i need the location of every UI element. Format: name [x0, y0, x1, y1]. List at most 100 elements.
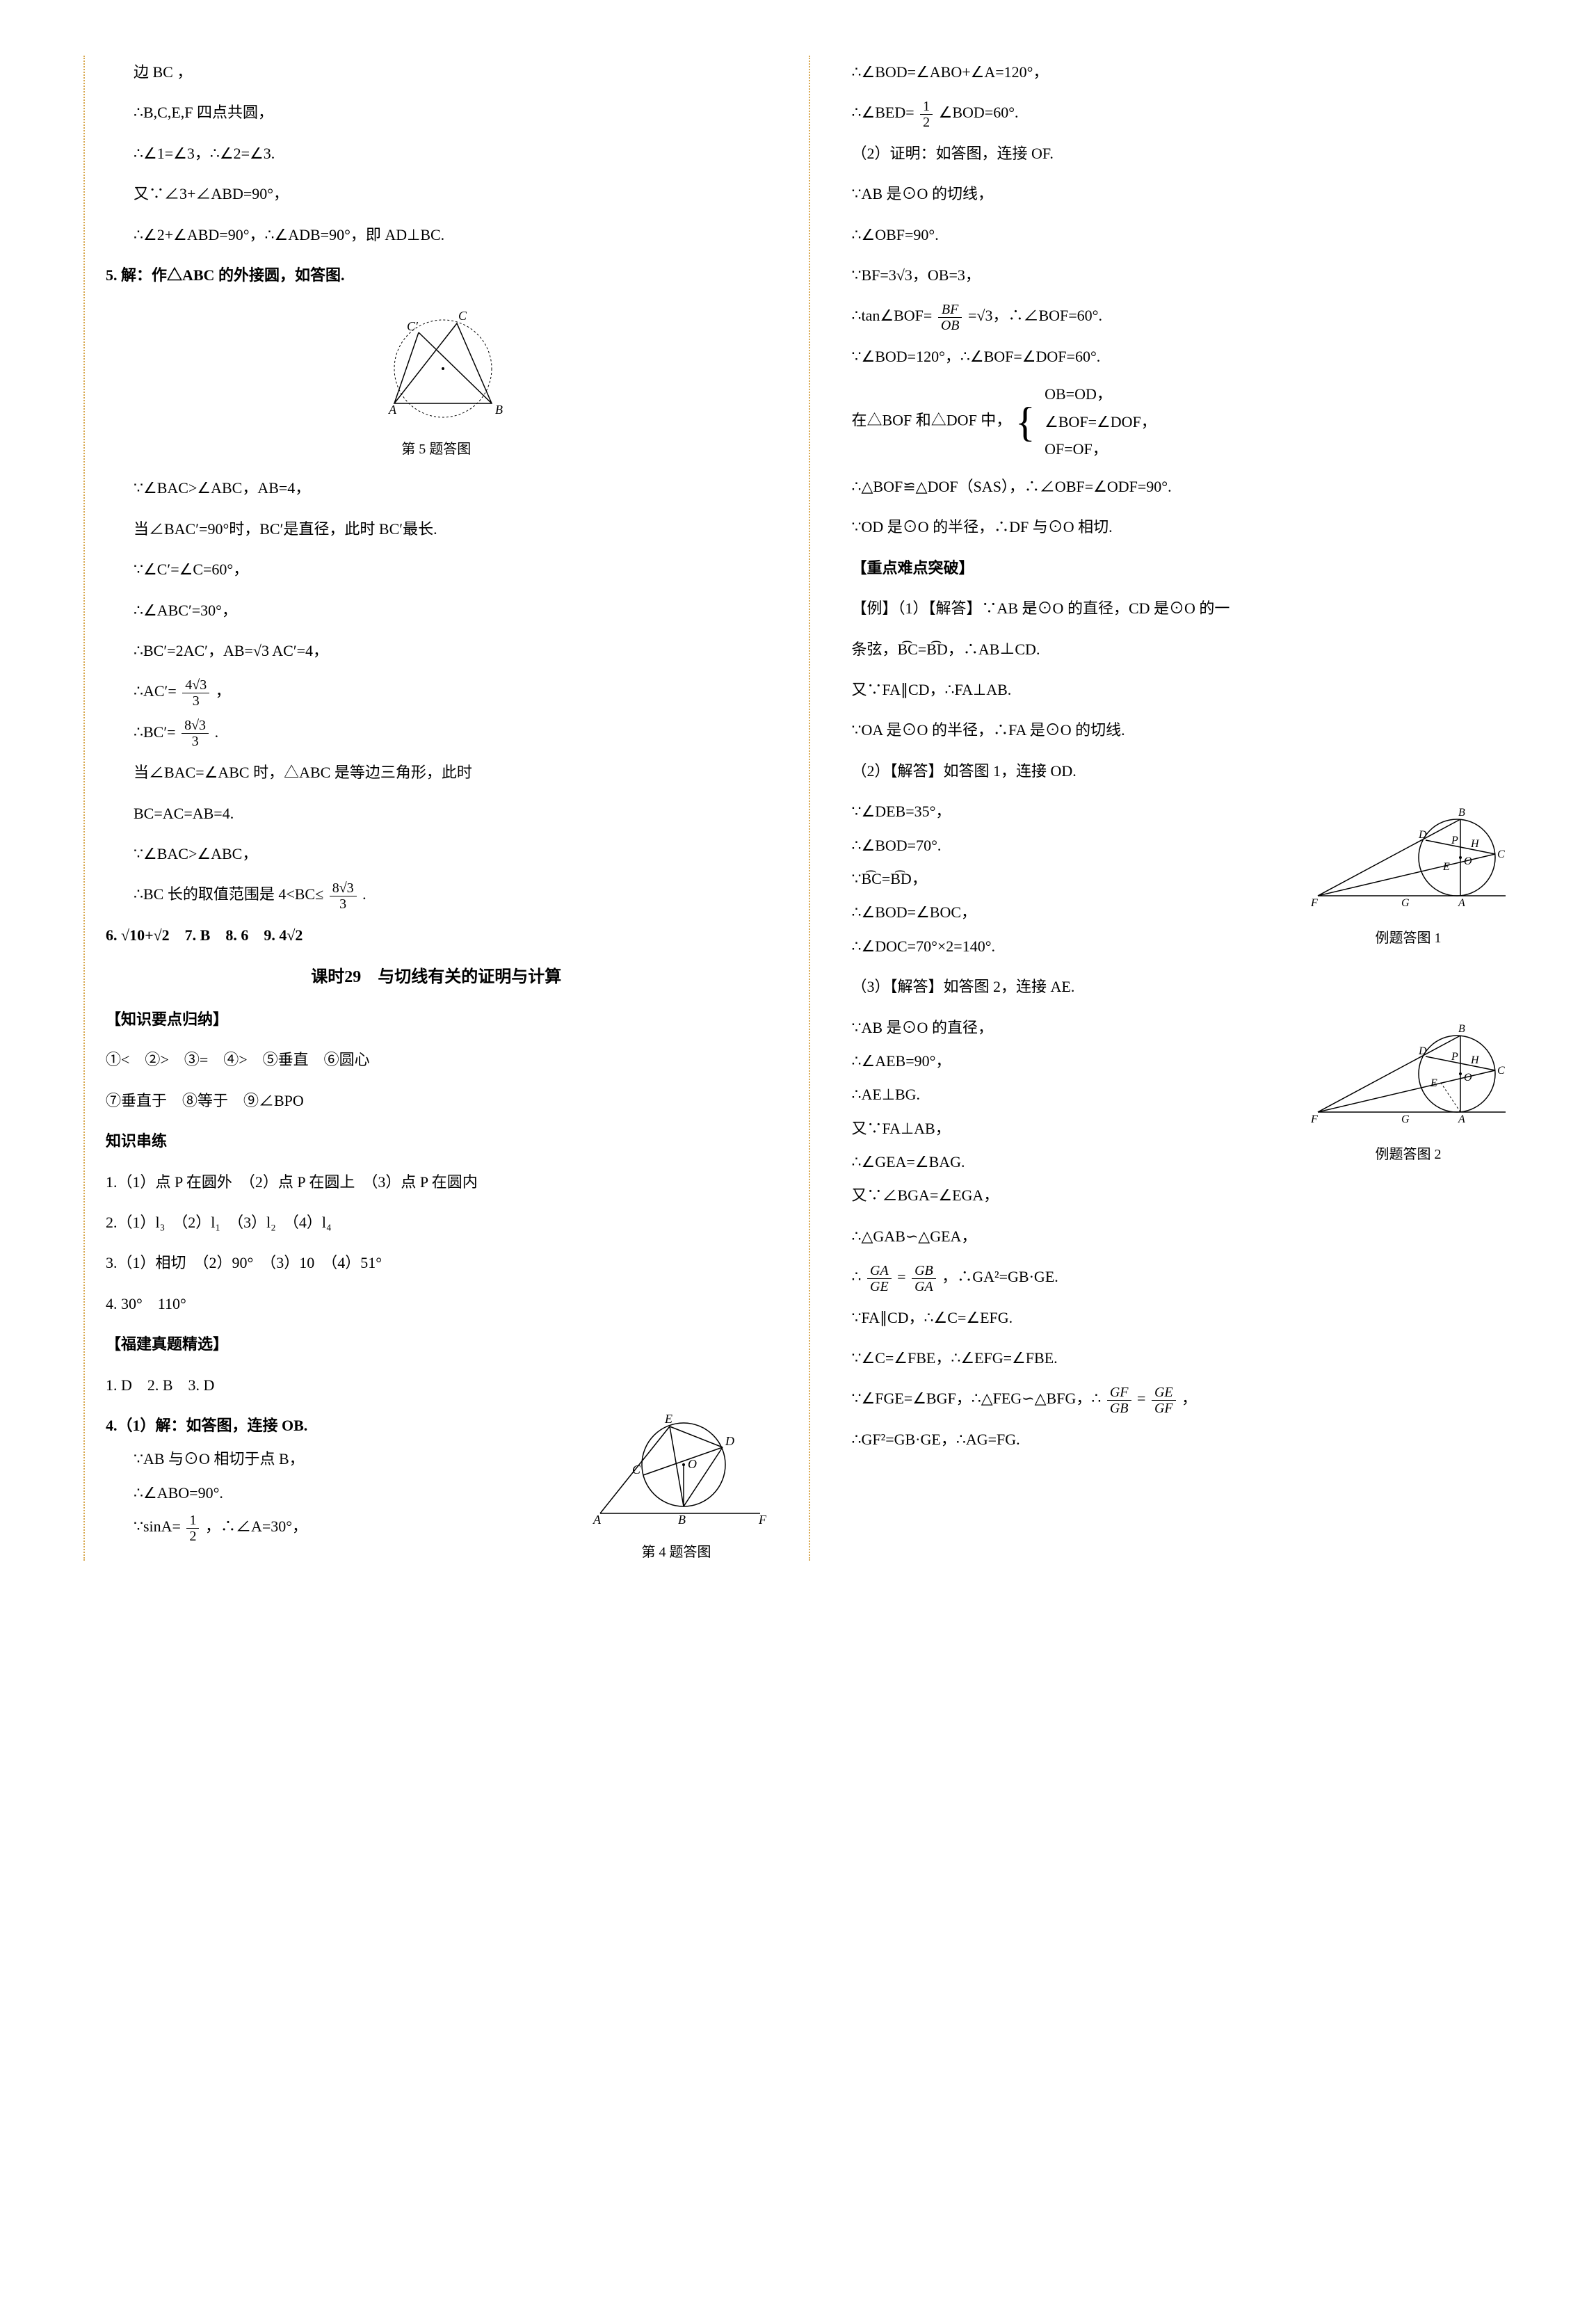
example-diagram-2: F G A C B D O E P H [1304, 1011, 1513, 1136]
text-span: = [897, 1268, 905, 1285]
question-5: 5. 解：作△ABC 的外接圆，如答图. [106, 259, 767, 292]
text-line: ∴BC 长的取值范围是 4<BC≤ 8√33 . [106, 878, 767, 911]
text-line: 条弦，B͡C=B͡D，∴AB⊥CD. [852, 633, 1513, 666]
text-line: 1. D 2. B 3. D [106, 1369, 767, 1402]
section-fujian: 【福建真题精选】 [106, 1328, 767, 1361]
text-line: ∴B,C,E,F 四点共圆， [106, 96, 767, 129]
figure-ex2-caption: 例题答图 2 [1304, 1143, 1513, 1163]
text-line: ∴GF²=GB·GE，∴AG=FG. [852, 1423, 1513, 1456]
text-line: ∴△GAB∽△GEA， [852, 1220, 1513, 1253]
figure-ex1-caption: 例题答图 1 [1304, 926, 1513, 947]
text-line: 又∵∠3+∠ABD=90°， [106, 177, 767, 211]
fraction: 8√33 [330, 880, 357, 912]
text-span: ∴ [852, 1268, 862, 1285]
fraction: GFGB [1107, 1385, 1131, 1416]
brace-row: OB=OD， [1045, 380, 1156, 408]
figure-5: A B C C′ 第 5 题答图 [106, 306, 767, 458]
text-line: ∴∠1=∠3，∴∠2=∠3. [106, 137, 767, 170]
example-fig2-block: F G A C B D O E P H 例题答图 2 ∵AB 是⊙O 的直径， … [852, 1011, 1513, 1213]
text-line: ∵∠BAC>∠ABC， [106, 837, 767, 871]
fraction: 12 [920, 99, 933, 130]
text-span: ，∴∠A=30°， [205, 1518, 307, 1535]
q4-block: A B F C D E O 第 4 题答图 4.（1）解：如答图，连接 OB. … [106, 1409, 767, 1561]
fraction: 8√33 [182, 718, 209, 749]
svg-text:D: D [1418, 829, 1427, 841]
svg-text:C′: C′ [407, 319, 419, 333]
text-span: ， [216, 682, 231, 700]
fraction: BFOB [938, 302, 962, 333]
text-line: 在△BOF 和△DOF 中， { OB=OD， ∠BOF=∠DOF， OF=OF… [852, 380, 1513, 463]
text-line: ∵OD 是⊙O 的半径，∴DF 与⊙O 相切. [852, 510, 1513, 544]
text-line: ∵FA∥CD，∴∠C=∠EFG. [852, 1301, 1513, 1335]
text-line: ∴△BOF≌△DOF（SAS），∴∠OBF=∠ODF=90°. [852, 470, 1513, 504]
answers-6-9: 6. √10+√2 7. B 8. 6 9. 4√2 [106, 919, 767, 952]
section-breakthrough: 【重点难点突破】 [852, 552, 1513, 585]
svg-text:E: E [1430, 1077, 1437, 1089]
svg-text:F: F [1310, 1113, 1318, 1125]
text-line: 当∠BAC=∠ABC 时，△ABC 是等边三角形，此时 [106, 756, 767, 789]
text-line: ∴AC′= 4√33 ， [106, 675, 767, 708]
svg-text:F: F [1310, 897, 1318, 909]
svg-text:P: P [1451, 1051, 1458, 1063]
svg-text:B: B [1458, 807, 1465, 819]
text-line: ∵∠C=∠FBE，∴∠EFG=∠FBE. [852, 1342, 1513, 1375]
text-line: ∵∠BOD=120°，∴∠BOF=∠DOF=60°. [852, 340, 1513, 373]
lesson-title: 课时29 与切线有关的证明与计算 [106, 959, 767, 996]
svg-text:B: B [495, 403, 503, 417]
figure-4-caption: 第 4 题答图 [586, 1540, 767, 1561]
figure-ex1: F G A C B D O E P H 例题答图 1 [1304, 795, 1513, 947]
svg-text:A: A [1458, 897, 1465, 909]
text-span: . [215, 723, 219, 741]
text-span: ∵sinA= [134, 1518, 181, 1535]
text-line: 当∠BAC′=90°时，BC′是直径，此时 BC′最长. [106, 513, 767, 546]
text-span: ， [1182, 1390, 1197, 1407]
svg-text:F: F [758, 1513, 767, 1527]
brace-icon: { [1015, 403, 1035, 441]
figure-4: A B F C D E O 第 4 题答图 [586, 1409, 767, 1561]
svg-text:O: O [1464, 855, 1472, 867]
text-span: ∵∠FGE=∠BGF，∴△FEG∽△BFG，∴ [852, 1390, 1102, 1407]
text-line: 2.（1）l₃ （2）l₁ （3）l₂ （4）l₄ [106, 1206, 767, 1239]
svg-text:A: A [593, 1513, 602, 1527]
svg-text:D: D [1418, 1045, 1427, 1057]
page-container: 边 BC ， ∴B,C,E,F 四点共圆， ∴∠1=∠3，∴∠2=∠3. 又∵∠… [83, 56, 1513, 1561]
text-line: ∴∠OBF=90°. [852, 218, 1513, 252]
text-span: =√3，∴∠BOF=60°. [968, 307, 1102, 324]
text-line: （2）证明：如答图，连接 OF. [852, 137, 1513, 170]
text-line: 边 BC ， [106, 56, 767, 89]
section-practice: 知识串练 [106, 1125, 767, 1158]
fraction: 4√33 [182, 677, 209, 709]
fraction: GEGF [1152, 1385, 1176, 1416]
text-span: ∴tan∠BOF= [852, 307, 933, 324]
svg-text:C: C [458, 309, 467, 323]
example-diagram-1: F G A C B D O E P H [1304, 795, 1513, 920]
triangle-circle-diagram: A B C C′ [360, 306, 513, 431]
text-line: ∴∠ABC′=30°， [106, 594, 767, 627]
brace-row: OF=OF， [1045, 435, 1156, 463]
svg-text:O: O [1464, 1072, 1472, 1084]
svg-text:G: G [1401, 1113, 1410, 1125]
text-line: （3）【解答】如答图 2，连接 AE. [852, 970, 1513, 1004]
text-line: ∴∠BED= 12 ∠BOD=60°. [852, 96, 1513, 129]
svg-text:A: A [1458, 1113, 1465, 1125]
example-fig1-block: F G A C B D O E P H 例题答图 1 ∵∠DEB=35°， ∴∠… [852, 795, 1513, 963]
svg-text:H: H [1470, 838, 1480, 850]
text-line: 4. 30° 110° [106, 1287, 767, 1321]
text-span: 在△BOF 和△DOF 中， [852, 412, 1012, 429]
text-line: ∴ GAGE = GBGA ，∴GA²=GB·GE. [852, 1260, 1513, 1294]
figure-ex2: F G A C B D O E P H 例题答图 2 [1304, 1011, 1513, 1163]
column-divider [809, 56, 810, 1561]
fraction: 12 [186, 1513, 199, 1544]
svg-text:E: E [1442, 861, 1450, 873]
brace-row: ∠BOF=∠DOF， [1045, 408, 1156, 436]
fraction: GAGE [867, 1263, 892, 1294]
svg-text:B: B [1458, 1023, 1465, 1035]
brace-content: OB=OD， ∠BOF=∠DOF， OF=OF， [1045, 380, 1156, 463]
text-line: 又∵∠BGA=∠EGA， [852, 1179, 1513, 1212]
text-span: ∴∠BED= [852, 104, 914, 121]
text-span: ∴AC′= [134, 682, 177, 700]
fraction: GBGA [912, 1263, 936, 1294]
text-line: ∴∠2+∠ABD=90°，∴∠ADB=90°，即 AD⊥BC. [106, 218, 767, 252]
text-line: 3.（1）相切 （2）90° （3）10 （4）51° [106, 1246, 767, 1280]
text-line: ∵∠C′=∠C=60°， [106, 553, 767, 586]
